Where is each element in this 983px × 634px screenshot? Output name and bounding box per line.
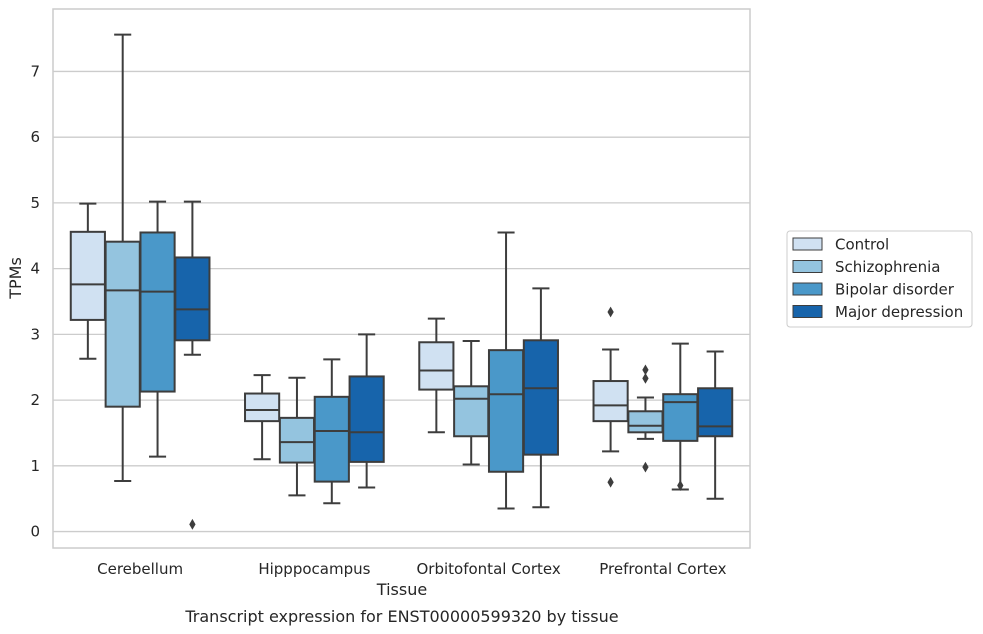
series-control [69, 202, 629, 488]
outlier-point [642, 373, 649, 384]
box-body [313, 395, 350, 483]
box [69, 202, 106, 360]
series-schizophrenia [104, 33, 664, 497]
box-body [278, 416, 316, 464]
outlier-point [189, 518, 196, 530]
legend-swatch [792, 282, 823, 296]
outlier-point [607, 476, 614, 488]
legend-frame [786, 230, 973, 328]
box-body [418, 341, 455, 391]
box [627, 364, 664, 473]
box [174, 200, 211, 530]
box [139, 200, 176, 458]
y-tick-label: 2 [30, 391, 40, 409]
y-tick-label: 4 [30, 260, 40, 278]
box-body [348, 375, 385, 463]
y-tick-labels: 0 1 2 3 4 5 6 7 [30, 62, 40, 540]
box [697, 350, 734, 500]
box [522, 287, 559, 509]
box [104, 33, 141, 482]
box-body [174, 256, 211, 342]
outlier-point [607, 306, 614, 318]
box-body [487, 349, 525, 473]
legend-swatch [792, 260, 823, 273]
y-tick-label: 7 [30, 62, 40, 80]
x-axis-label: Tissue [376, 580, 427, 599]
box-body [522, 339, 559, 456]
box-body [697, 387, 734, 438]
y-tick-label: 3 [30, 325, 40, 343]
box [453, 339, 490, 466]
plot-frame [52, 8, 751, 549]
box-body [69, 230, 106, 321]
box-body [139, 231, 176, 393]
y-tick-label: 0 [30, 523, 40, 541]
legend-label: Control [835, 236, 889, 254]
series-bipolar-disorder [139, 200, 699, 510]
box [348, 333, 385, 489]
box [662, 342, 699, 491]
outlier-point [642, 364, 649, 376]
x-tick-label: Prefrontal Cortex [599, 560, 726, 578]
series-major-depression [174, 200, 734, 530]
box-series [69, 33, 734, 530]
box-body [244, 392, 281, 423]
box [313, 358, 350, 505]
legend-label: Schizophrenia [835, 258, 940, 276]
y-tick-label: 6 [30, 128, 40, 146]
legend-swatch [792, 237, 823, 251]
x-tick-label: Cerebellum [97, 560, 183, 578]
box-body [104, 240, 141, 408]
box [487, 231, 525, 510]
y-tick-label: 1 [30, 457, 40, 475]
box-body [592, 380, 629, 423]
outlier-point [642, 461, 649, 473]
box [592, 306, 629, 488]
box [244, 374, 281, 461]
legend: Control Schizophrenia Bipolar disorder Majo… [786, 230, 973, 328]
box-body [627, 410, 664, 434]
box [278, 376, 316, 497]
legend-label: Bipolar disorder [835, 281, 955, 299]
y-tick-label: 5 [30, 194, 40, 212]
x-tick-label: Orbitofontal Cortex [417, 560, 561, 578]
legend-label: Major depression [835, 303, 963, 321]
x-tick-label: Hipppocampus [258, 560, 370, 578]
x-tick-labels: Cerebellum Hipppocampus Orbitofontal Corte… [97, 560, 726, 578]
chart-caption: Transcript expression for ENST0000059932… [184, 607, 618, 626]
y-axis-label: TPMs [6, 257, 25, 300]
box-body [453, 385, 490, 438]
outlier-point [677, 480, 684, 491]
legend-swatch [792, 305, 823, 318]
box [418, 317, 455, 434]
